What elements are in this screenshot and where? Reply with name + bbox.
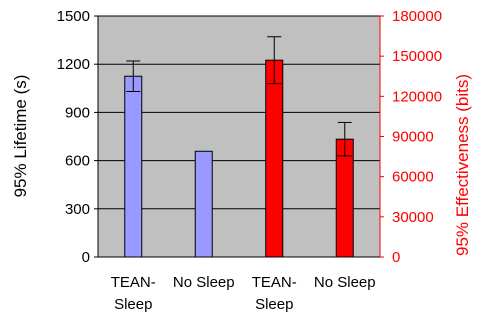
left-tick-label: 300 <box>65 201 90 218</box>
right-tick-label: 90000 <box>392 129 434 146</box>
right-tick-label: 180000 <box>392 8 442 25</box>
left-tick-label: 0 <box>82 249 90 266</box>
right-axis-ticks: 0 30000 60000 90000 120000 150000 180000 <box>379 8 442 266</box>
left-tick-label: 900 <box>65 104 90 121</box>
left-tick-label: 600 <box>65 153 90 170</box>
bar <box>124 75 143 258</box>
left-axis-title: 95% Lifetime (s) <box>11 75 30 198</box>
error-bars <box>126 36 352 157</box>
bar <box>265 59 284 258</box>
bars <box>124 59 354 258</box>
category-label-line2: Sleep <box>114 296 152 313</box>
left-tick-label: 1500 <box>57 8 90 25</box>
right-tick-label: 0 <box>392 249 400 266</box>
right-tick-label: 120000 <box>392 88 442 105</box>
left-axis-ticks: 0 300 600 900 1200 1500 <box>57 8 98 266</box>
right-tick-label: 30000 <box>392 209 434 226</box>
category-label: No Sleep <box>314 274 376 291</box>
plot-area <box>97 15 381 258</box>
category-labels: TEAN- Sleep No Sleep TEAN- Sleep No Sleep <box>111 274 376 313</box>
category-label: TEAN- <box>111 274 156 291</box>
gridlines <box>98 63 380 210</box>
right-tick-label: 60000 <box>392 169 434 186</box>
bar <box>335 138 354 258</box>
category-label: No Sleep <box>173 274 235 291</box>
category-label: TEAN- <box>252 274 297 291</box>
bar <box>194 150 213 258</box>
left-tick-label: 1200 <box>57 56 90 73</box>
right-tick-label: 150000 <box>392 48 442 65</box>
category-label-line2: Sleep <box>255 296 293 313</box>
right-axis-title: 95% Effectiveness (bits) <box>453 74 472 256</box>
